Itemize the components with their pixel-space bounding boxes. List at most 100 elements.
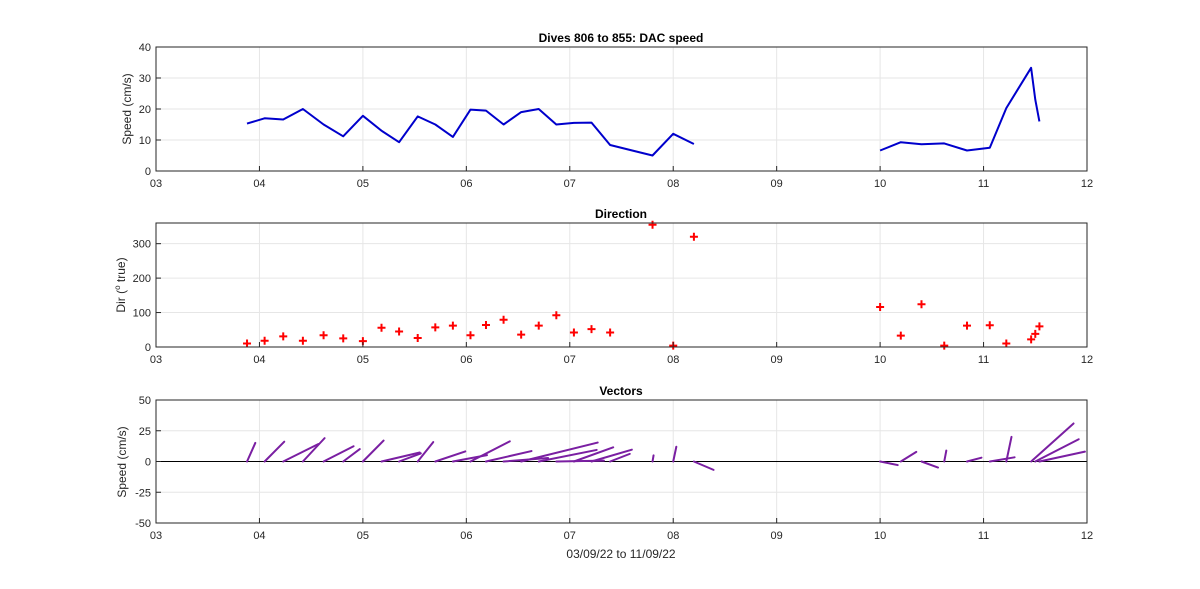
x-tick-label: 10	[874, 178, 886, 190]
direction-marker	[298, 336, 307, 345]
x-tick-label: 11	[978, 354, 989, 366]
direction-marker	[569, 328, 578, 337]
x-tick-label: 10	[874, 354, 886, 366]
x-tick-label: 06	[460, 178, 472, 190]
velocity-vector	[434, 450, 467, 463]
y-tick-label: 40	[139, 42, 151, 54]
x-tick-label: 11	[978, 530, 989, 542]
speed-series-line	[879, 66, 1041, 152]
x-tick-label: 05	[357, 530, 369, 542]
y-tick-label: 0	[145, 457, 151, 469]
y-tick-label: 30	[139, 73, 151, 85]
velocity-vector	[1030, 422, 1075, 463]
y-tick-label: -50	[135, 518, 151, 530]
direction-marker	[606, 328, 615, 337]
y-tick-label: 50	[139, 395, 151, 407]
x-tick-label: 07	[564, 530, 576, 542]
velocity-vector	[572, 446, 615, 463]
direction-marker	[395, 327, 404, 336]
axes-box	[155, 222, 1088, 348]
x-tick-label: 12	[1081, 530, 1093, 542]
x-tick-label: 04	[253, 178, 265, 190]
direction-panel-title: Direction	[595, 207, 647, 221]
direction-marker	[377, 323, 386, 332]
velocity-vector	[322, 445, 355, 463]
direction-marker	[431, 323, 440, 332]
x-tick-label: 08	[667, 354, 679, 366]
x-tick-label: 11	[978, 178, 989, 190]
velocity-vector	[692, 460, 715, 471]
x-tick-label: 09	[771, 178, 783, 190]
velocity-vector	[342, 448, 361, 463]
x-tick-label: 05	[357, 354, 369, 366]
velocity-vector	[398, 452, 422, 463]
velocity-vector	[672, 445, 678, 463]
y-tick-label: 10	[139, 135, 151, 147]
direction-panel: Direction Dir (o true) 03 04 05 06 07 08 09 10 1…	[113, 207, 1093, 366]
velocity-vector	[484, 450, 533, 463]
velocity-vector	[966, 456, 983, 463]
direction-panel-ylabel: Dir (o true)	[113, 257, 128, 312]
direction-marker	[1002, 339, 1011, 348]
direction-marker	[876, 303, 885, 312]
y-tick-label: 200	[133, 273, 151, 285]
velocity-vector	[263, 440, 286, 463]
x-tick-label: 03	[150, 530, 162, 542]
x-tick-label: 03	[150, 354, 162, 366]
y-tick-label: 300	[133, 239, 151, 251]
direction-marker	[552, 311, 561, 320]
y-tick-label: 0	[145, 166, 151, 178]
x-tick-label: 08	[667, 178, 679, 190]
direction-marker	[648, 220, 657, 229]
velocity-vector	[899, 450, 918, 463]
x-tick-label: 12	[1081, 354, 1093, 366]
velocity-vector	[416, 441, 435, 463]
velocity-vector	[1034, 438, 1080, 463]
direction-marker	[1035, 322, 1044, 331]
velocity-vector	[301, 437, 326, 463]
direction-marker	[689, 232, 698, 241]
y-tick-label: 20	[139, 104, 151, 116]
direction-marker	[448, 321, 457, 330]
direction-marker	[279, 332, 288, 341]
velocity-vector	[537, 448, 598, 463]
x-tick-label: 05	[357, 178, 369, 190]
velocity-vector	[520, 441, 599, 463]
direction-marker	[243, 339, 252, 348]
direction-marker	[413, 334, 422, 343]
velocity-vector	[879, 460, 899, 467]
vectors-panel-title: Vectors	[599, 384, 643, 398]
direction-marker	[534, 321, 543, 330]
x-tick-label: 09	[771, 530, 783, 542]
speed-series-line	[246, 108, 695, 157]
speed-panel-title: Dives 806 to 855: DAC speed	[539, 31, 704, 45]
direction-marker	[1031, 329, 1040, 338]
direction-marker	[1027, 335, 1036, 344]
x-tick-label: 04	[253, 530, 265, 542]
velocity-vector	[988, 456, 1016, 463]
direction-marker	[517, 330, 526, 339]
y-tick-label: 100	[133, 308, 151, 320]
direction-marker	[499, 315, 508, 324]
x-tick-label: 06	[460, 530, 472, 542]
x-tick-label: 06	[460, 354, 472, 366]
x-tick-label: 10	[874, 530, 886, 542]
direction-marker	[466, 331, 475, 340]
velocity-vector	[1038, 450, 1086, 463]
direction-marker	[985, 321, 994, 330]
direction-marker	[319, 331, 328, 340]
velocity-vector	[920, 460, 940, 469]
y-tick-label: -25	[135, 487, 151, 499]
plot-area	[156, 223, 1087, 347]
velocity-vector	[590, 448, 633, 463]
vectors-panel: Vectors Speed (cm/s) 03/09/22 to 11/09/2…	[115, 384, 1093, 561]
x-tick-label: 03	[150, 178, 162, 190]
x-tick-label: 04	[253, 354, 265, 366]
direction-marker	[940, 341, 949, 350]
velocity-vector	[282, 443, 320, 463]
x-tick-label: 07	[564, 178, 576, 190]
speed-panel: Dives 806 to 855: DAC speed Speed (cm/s)…	[120, 31, 1093, 190]
velocity-vector	[943, 449, 948, 463]
velocity-vector	[1005, 435, 1013, 463]
